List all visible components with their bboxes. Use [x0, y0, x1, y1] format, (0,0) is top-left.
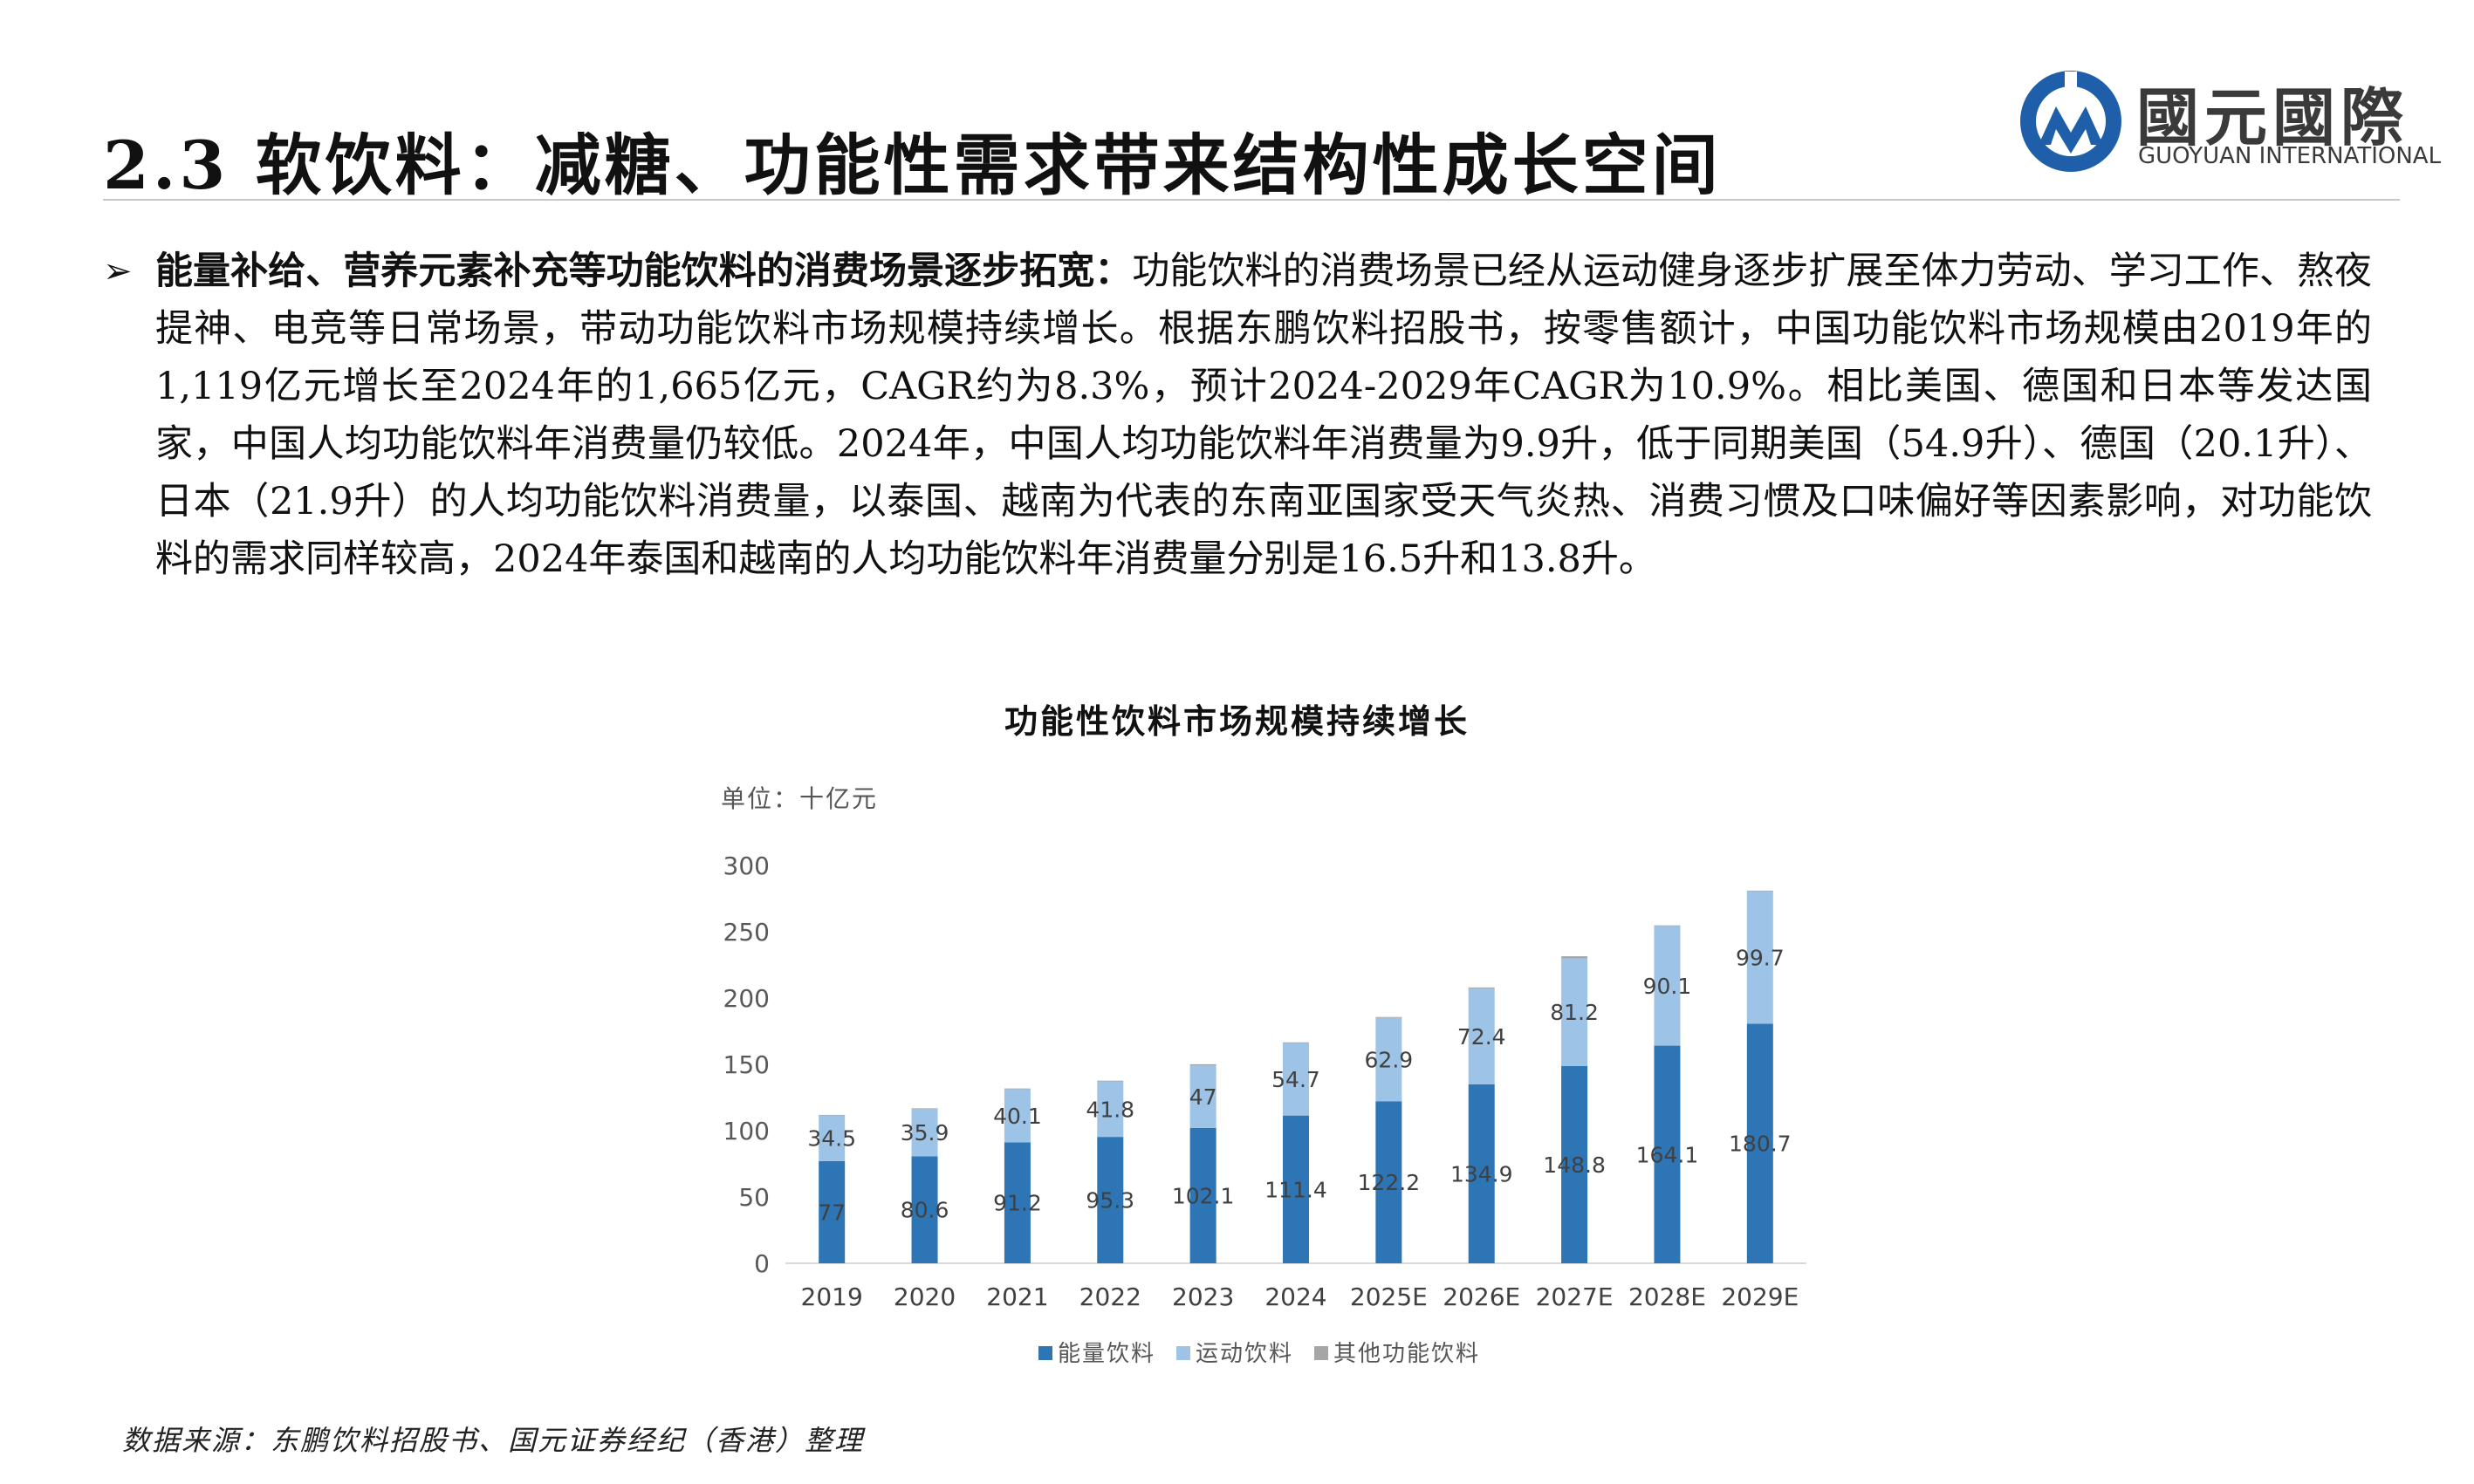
logo-text-en: GUOYUAN INTERNATIONAL [2138, 143, 2442, 169]
bar-segment [1654, 926, 1681, 1046]
bar-segment [1189, 1063, 1216, 1066]
stacked-bar-chart: 单位：十亿元 0 50 100 150 200 250 300 77 34.5 2019 80.6 35… [721, 784, 1806, 1367]
bar-segment [1746, 891, 1773, 1024]
guoyuan-logo: 國元國際 GUOYUAN INTERNATIONAL [2014, 65, 2441, 178]
y-tick-label: 250 [723, 918, 770, 947]
x-tick-label: 2022 [1079, 1282, 1141, 1311]
bar-data-label: 90.1 [1643, 974, 1692, 999]
bar-data-label: 77 [818, 1200, 846, 1225]
bar-segment [1283, 1115, 1309, 1263]
bar-segment [1561, 1065, 1588, 1263]
bar-segment [1654, 925, 1681, 927]
bar-segment [1283, 1043, 1309, 1116]
bullet-lead: 能量补给、营养元素补充等功能饮料的消费场景逐步拓宽： [155, 250, 1133, 293]
bar-segment [819, 1115, 846, 1161]
bar-segment [1375, 1016, 1402, 1018]
bar-data-label: 40.1 [993, 1104, 1042, 1129]
x-tick-label: 2029E [1721, 1282, 1799, 1311]
bar-data-label: 34.5 [807, 1126, 856, 1152]
bar-data-label: 99.7 [1736, 946, 1785, 971]
bullet-paragraph: ➢ 能量补给、营养元素补充等功能饮料的消费场景逐步拓宽：功能饮料的消费场景已经从… [103, 243, 2372, 588]
legend-label: 运动饮料 [1196, 1341, 1293, 1367]
bar-segment [1004, 1089, 1031, 1143]
legend-label: 能量饮料 [1058, 1341, 1155, 1367]
guoyuan-logo-mark-icon [2020, 71, 2121, 172]
bar-segment [1097, 1137, 1124, 1263]
x-tick-label: 2019 [801, 1282, 863, 1311]
x-tick-label: 2026E [1443, 1282, 1520, 1311]
bullet-body: 能量补给、营养元素补充等功能饮料的消费场景逐步拓宽：功能饮料的消费场景已经从运动… [155, 243, 2372, 588]
bar-segment [1654, 1045, 1681, 1263]
y-tick-label: 150 [723, 1050, 770, 1079]
bar-data-label: 72.4 [1457, 1024, 1506, 1050]
legend-swatch [1176, 1346, 1190, 1360]
chart-title: 功能性饮料市场规模持续增长 [1004, 701, 1470, 741]
y-tick-label: 200 [723, 984, 770, 1013]
x-tick-label: 2028E [1628, 1282, 1706, 1311]
bar-segment [1561, 958, 1588, 1066]
title-divider [103, 199, 2400, 201]
bar-segment [1746, 890, 1773, 892]
bar-data-label: 91.2 [993, 1191, 1042, 1216]
bar-segment [1004, 1088, 1031, 1090]
bar-segment [1189, 1065, 1216, 1128]
x-tick-label: 2020 [894, 1282, 956, 1311]
bar-segment [1468, 1084, 1495, 1263]
legend-swatch [1038, 1346, 1052, 1360]
bar-data-label: 102.1 [1172, 1183, 1235, 1208]
x-tick-label: 2025E [1350, 1282, 1428, 1311]
page-title: 2.3 软饮料：减糖、功能性需求带来结构性成长空间 [103, 127, 1722, 204]
bar-data-label: 134.9 [1450, 1161, 1513, 1187]
chart-unit-label: 单位：十亿元 [721, 784, 878, 813]
bar-data-label: 41.8 [1086, 1097, 1134, 1122]
bullet-text: 功能饮料的消费场景已经从运动健身逐步扩展至体力劳动、学习工作、熬夜提神、电竞等日… [155, 250, 2373, 581]
bar-data-label: 35.9 [901, 1120, 949, 1145]
bar-segment [1097, 1081, 1124, 1138]
y-tick-label: 300 [723, 851, 770, 880]
bar-segment [1375, 1101, 1402, 1263]
bar-data-label: 81.2 [1550, 1000, 1599, 1025]
bullet-arrow-icon: ➢ [103, 251, 133, 291]
bar-segment [911, 1108, 938, 1157]
bar-segment [1004, 1142, 1031, 1263]
bar-data-label: 148.8 [1543, 1152, 1606, 1178]
x-tick-label: 2027E [1536, 1282, 1614, 1311]
bar-data-label: 80.6 [901, 1198, 949, 1223]
bar-segment [1468, 988, 1495, 1084]
bar-segment [911, 1156, 938, 1263]
bar-data-label: 111.4 [1264, 1177, 1327, 1202]
y-tick-label: 0 [754, 1249, 770, 1278]
bar-segment [819, 1160, 846, 1263]
x-tick-label: 2021 [986, 1282, 1048, 1311]
legend-swatch [1314, 1346, 1328, 1360]
logo-text-cn: 國元國際 [2136, 81, 2409, 154]
y-tick-label: 50 [738, 1183, 770, 1212]
y-tick-label: 100 [723, 1117, 770, 1145]
bar-segment [1375, 1017, 1402, 1102]
bar-data-label: 164.1 [1636, 1142, 1699, 1167]
data-source-note: 数据来源：东鹏饮料招股书、国元证券经纪（香港）整理 [122, 1424, 865, 1457]
bar-data-label: 62.9 [1365, 1047, 1414, 1072]
x-tick-label: 2024 [1264, 1282, 1326, 1311]
bar-data-label: 180.7 [1729, 1132, 1792, 1157]
bar-data-label: 47 [1189, 1084, 1217, 1110]
legend-label: 其他功能饮料 [1333, 1341, 1480, 1367]
bar-segment [819, 1114, 846, 1116]
bar-segment [1097, 1080, 1124, 1082]
bar-segment [1746, 1023, 1773, 1263]
bar-data-label: 122.2 [1358, 1170, 1421, 1195]
bar-segment [1561, 956, 1588, 959]
bar-data-label: 54.7 [1271, 1067, 1320, 1092]
bar-segment [911, 1108, 938, 1109]
x-tick-label: 2023 [1172, 1282, 1234, 1311]
bar-segment [1189, 1127, 1216, 1263]
bar-data-label: 95.3 [1086, 1188, 1134, 1214]
